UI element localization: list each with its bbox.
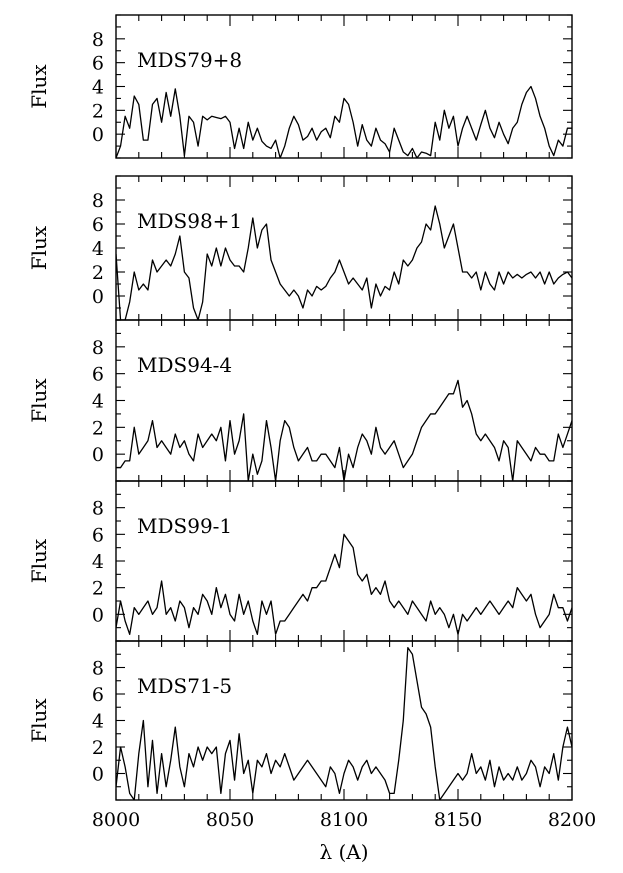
y-tick-label: 8 <box>92 498 104 520</box>
panel-label: MDS99-1 <box>137 514 232 538</box>
y-tick-label: 6 <box>92 524 104 546</box>
y-tick-label: 8 <box>92 29 104 51</box>
spectrum-line <box>116 205 572 320</box>
y-axis-title: Flux <box>27 538 51 583</box>
y-axis-title: Flux <box>27 698 51 743</box>
y-tick-label: 8 <box>92 658 104 680</box>
y-tick-label: 0 <box>92 764 104 786</box>
panel-label: MDS79+8 <box>137 48 242 72</box>
spectrum-line <box>116 85 572 158</box>
y-axis-title: Flux <box>27 225 51 270</box>
spectrum-panel: 0 2 4 6 8 MDS94-4 Flux <box>27 319 573 482</box>
y-tick-label: 4 <box>92 391 104 413</box>
x-tick-label: 8100 <box>320 809 368 831</box>
y-tick-label: 6 <box>92 53 104 75</box>
y-tick-label: 6 <box>92 214 104 236</box>
panel-label: MDS94-4 <box>137 353 232 377</box>
x-tick-label: 8000 <box>92 809 140 831</box>
y-axis-title: Flux <box>27 64 51 109</box>
y-tick-label: 4 <box>92 77 104 99</box>
x-tick-label: 8050 <box>206 809 254 831</box>
spectrum-line <box>116 646 572 800</box>
spectrum-panel: 0 2 4 6 8 MDS99-1 Flux <box>27 480 573 642</box>
y-tick-label: 6 <box>92 364 104 386</box>
spectrum-line <box>116 379 572 481</box>
spectrum-panel: 0 2 4 6 8 MDS71-5 Flux <box>27 640 573 801</box>
y-tick-label: 4 <box>92 238 104 260</box>
y-tick-label: 0 <box>92 286 104 308</box>
spectrum-line <box>116 533 572 635</box>
y-tick-label: 8 <box>92 337 104 359</box>
panel-label: MDS71-5 <box>137 674 232 698</box>
panel-frame <box>115 175 573 321</box>
y-tick-label: 2 <box>92 578 104 600</box>
panel-frame <box>115 480 573 642</box>
x-tick-label: 8200 <box>548 809 596 831</box>
panel-frame <box>115 319 573 482</box>
y-tick-label: 4 <box>92 711 104 733</box>
y-tick-label: 2 <box>92 737 104 759</box>
y-tick-label: 2 <box>92 100 104 122</box>
y-tick-label: 8 <box>92 190 104 212</box>
x-tick-label: 8150 <box>434 809 482 831</box>
y-tick-label: 0 <box>92 124 104 146</box>
panel-frame <box>115 14 573 159</box>
panel-label: MDS98+1 <box>137 209 242 233</box>
y-tick-label: 4 <box>92 551 104 573</box>
y-axis-title: Flux <box>27 378 51 423</box>
x-axis-title: λ (A) <box>319 840 368 864</box>
y-tick-label: 2 <box>92 262 104 284</box>
y-tick-label: 0 <box>92 444 104 466</box>
y-tick-label: 0 <box>92 604 104 626</box>
panels-group: 02468MDS79+8Flux02468MDS98+1Flux02468MDS… <box>27 14 596 831</box>
y-tick-label: 2 <box>92 417 104 439</box>
y-tick-label: 6 <box>92 684 104 706</box>
